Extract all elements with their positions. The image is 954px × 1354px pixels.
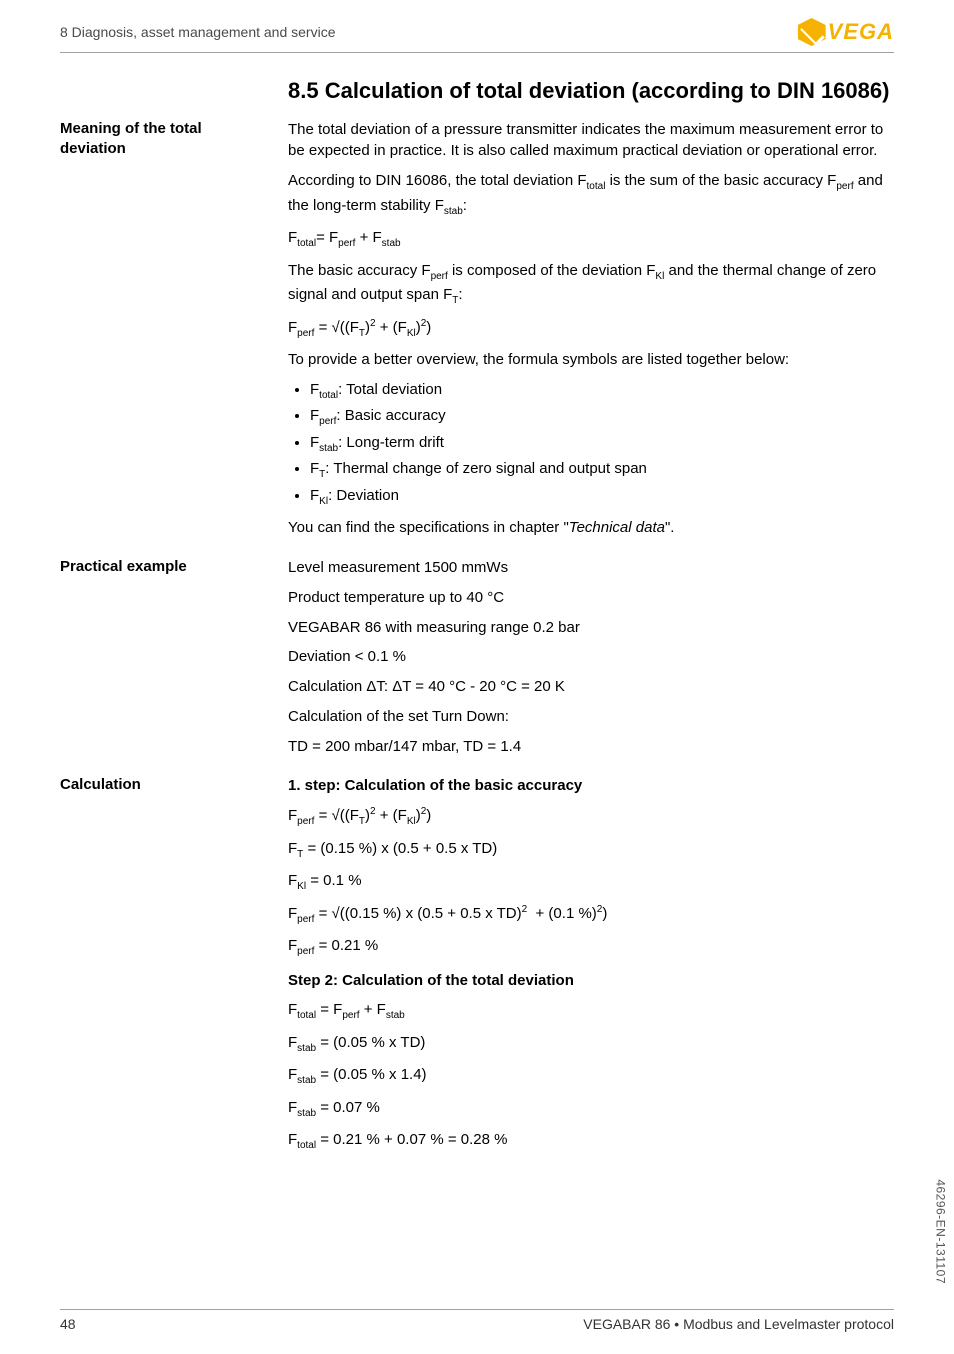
formula: Fperf = √((FT)2 + (FKl)2) bbox=[288, 805, 894, 830]
block-practical: Practical example Level measurement 1500… bbox=[60, 557, 894, 765]
footer-product: VEGABAR 86 • Modbus and Levelmaster prot… bbox=[583, 1316, 894, 1332]
page-number: 48 bbox=[60, 1316, 76, 1332]
italic: Technical data bbox=[569, 519, 665, 536]
block-body: 1. step: Calculation of the basic accura… bbox=[288, 775, 894, 1162]
side-label: Practical example bbox=[60, 557, 288, 765]
block-meaning: Meaning of the total deviation The total… bbox=[60, 119, 894, 548]
para: TD = 200 mbar/147 mbar, TD = 1.4 bbox=[288, 736, 894, 758]
side-label: Meaning of the total deviation bbox=[60, 119, 288, 548]
formula: Fperf = √((FT)2 + (FKl)2) bbox=[288, 317, 894, 342]
formula: FKl = 0.1 % bbox=[288, 870, 894, 895]
para: VEGABAR 86 with measuring range 0.2 bar bbox=[288, 617, 894, 639]
formula: Ftotal = 0.21 % + 0.07 % = 0.28 % bbox=[288, 1129, 894, 1154]
para: The total deviation of a pressure transm… bbox=[288, 119, 894, 163]
list-item: Fstab: Long-term drift bbox=[310, 432, 894, 457]
symbol-list: Ftotal: Total deviation Fperf: Basic acc… bbox=[288, 379, 894, 510]
para: You can find the specifications in chapt… bbox=[288, 517, 894, 539]
block-body: The total deviation of a pressure transm… bbox=[288, 119, 894, 548]
para: Level measurement 1500 mmWs bbox=[288, 557, 894, 579]
para: Deviation < 0.1 % bbox=[288, 646, 894, 668]
logo-text: VEGA bbox=[828, 19, 894, 45]
step-title: 1. step: Calculation of the basic accura… bbox=[288, 775, 894, 797]
formula: FT = (0.15 %) x (0.5 + 0.5 x TD) bbox=[288, 838, 894, 863]
logo-icon bbox=[798, 18, 826, 46]
block-body: Level measurement 1500 mmWs Product temp… bbox=[288, 557, 894, 765]
formula: Ftotal = Fperf + Fstab bbox=[288, 999, 894, 1024]
list-item: Fperf: Basic accuracy bbox=[310, 405, 894, 430]
side-label: Calculation bbox=[60, 775, 288, 1162]
header-bar: 8 Diagnosis, asset management and servic… bbox=[60, 0, 894, 53]
doc-code: 46296-EN-131107 bbox=[934, 1179, 948, 1284]
para: Calculation ΔT: ΔT = 40 °C - 20 °C = 20 … bbox=[288, 676, 894, 698]
step-title: Step 2: Calculation of the total deviati… bbox=[288, 970, 894, 992]
list-item: FKl: Deviation bbox=[310, 485, 894, 510]
logo: VEGA bbox=[798, 18, 894, 46]
formula: Fstab = 0.07 % bbox=[288, 1097, 894, 1122]
content: 8.5 Calculation of total deviation (acco… bbox=[60, 53, 894, 1162]
breadcrumb: 8 Diagnosis, asset management and servic… bbox=[60, 24, 335, 40]
section-title: 8.5 Calculation of total deviation (acco… bbox=[288, 77, 894, 105]
formula: Fstab = (0.05 % x TD) bbox=[288, 1032, 894, 1057]
para: Product temperature up to 40 °C bbox=[288, 587, 894, 609]
block-calculation: Calculation 1. step: Calculation of the … bbox=[60, 775, 894, 1162]
para: Calculation of the set Turn Down: bbox=[288, 706, 894, 728]
footer: 48 VEGABAR 86 • Modbus and Levelmaster p… bbox=[60, 1309, 894, 1332]
list-item: Ftotal: Total deviation bbox=[310, 379, 894, 404]
list-item: FT: Thermal change of zero signal and ou… bbox=[310, 458, 894, 483]
para: To provide a better overview, the formul… bbox=[288, 349, 894, 371]
formula: Fperf = √((0.15 %) x (0.5 + 0.5 x TD)2 +… bbox=[288, 903, 894, 928]
formula: Ftotal= Fperf + Fstab bbox=[288, 227, 894, 252]
formula: Fstab = (0.05 % x 1.4) bbox=[288, 1064, 894, 1089]
para: According to DIN 16086, the total deviat… bbox=[288, 170, 894, 219]
formula: Fperf = 0.21 % bbox=[288, 935, 894, 960]
para: The basic accuracy Fperf is composed of … bbox=[288, 260, 894, 309]
